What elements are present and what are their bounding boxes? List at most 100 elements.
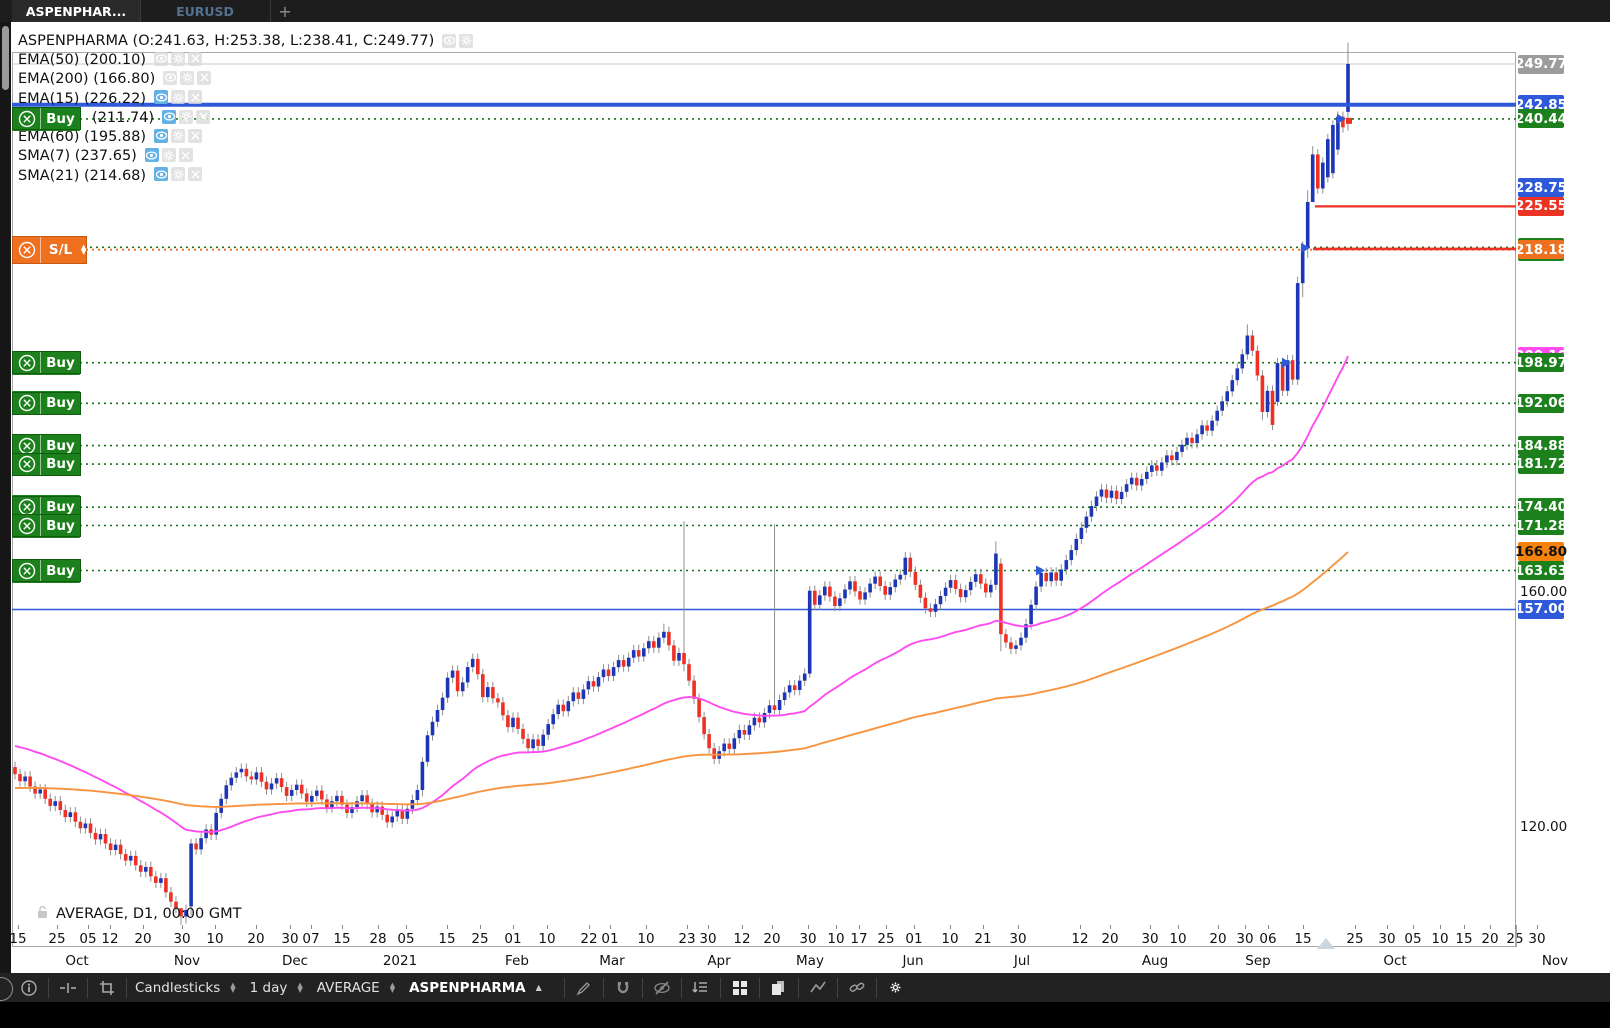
buy-order-button[interactable]: Buy xyxy=(12,495,81,519)
close-icon[interactable] xyxy=(188,167,203,182)
magnet-icon[interactable] xyxy=(612,980,634,996)
price-level-label[interactable]: 225.55 xyxy=(1514,196,1568,216)
buy-order-button[interactable]: Buy xyxy=(12,351,81,375)
dropdown-average[interactable]: AVERAGE ▲ ▼ xyxy=(316,979,396,996)
close-icon[interactable] xyxy=(188,128,203,143)
eye-icon[interactable] xyxy=(163,70,178,85)
price-level-label[interactable]: 240.44 xyxy=(1514,109,1568,129)
month-label: Oct xyxy=(1383,953,1407,969)
gear-icon[interactable] xyxy=(171,167,186,182)
close-icon[interactable] xyxy=(196,109,211,124)
chart-tab-aspenphar[interactable]: ASPENPHAR... xyxy=(12,0,141,22)
buy-order-button[interactable]: Buy xyxy=(12,514,81,538)
price-level-label[interactable]: 184.88 xyxy=(1514,436,1568,456)
info-icon[interactable] xyxy=(18,979,40,996)
buy-order-button[interactable]: Buy xyxy=(12,559,81,582)
price-level-label[interactable]: 166.80 xyxy=(1514,542,1568,562)
close-icon[interactable] xyxy=(188,90,203,105)
close-order-icon[interactable] xyxy=(13,515,41,537)
buy-order-button[interactable]: Buy xyxy=(12,391,81,415)
gear-icon[interactable] xyxy=(885,982,907,993)
dropdown-aspenpharma[interactable]: ASPENPHARMA ▲ xyxy=(409,979,542,996)
dropdown-candlesticks[interactable]: Candlesticks ▲ ▼ xyxy=(135,979,236,996)
ema-line-50[interactable] xyxy=(14,355,1349,833)
gear-icon[interactable] xyxy=(180,70,195,85)
report-icon[interactable] xyxy=(768,980,790,996)
toolbar-separator xyxy=(875,977,877,998)
axis-tick-mark xyxy=(1268,925,1269,929)
eye-icon[interactable] xyxy=(442,33,457,48)
eye-icon[interactable] xyxy=(154,51,169,66)
dropdown-1-day[interactable]: 1 day ▲ ▼ xyxy=(249,979,303,996)
gear-icon[interactable] xyxy=(171,51,186,66)
grid-icon[interactable] xyxy=(729,980,751,996)
close-icon[interactable] xyxy=(178,148,193,163)
eye-icon[interactable] xyxy=(154,90,169,105)
buy-order-button[interactable]: Buy xyxy=(12,452,81,476)
legend-indicator-row: EMA(15) (226.22) xyxy=(18,89,473,108)
eye-icon[interactable] xyxy=(154,167,169,182)
scrollbar-handle[interactable] xyxy=(2,26,9,90)
gear-icon[interactable] xyxy=(179,109,194,124)
date-tick-label: 01 xyxy=(504,931,522,947)
date-tick-label: 05 xyxy=(79,931,97,947)
price-level-label[interactable]: 198.97 xyxy=(1514,353,1568,373)
ema-line-200[interactable] xyxy=(14,551,1349,808)
date-tick-label: 20 xyxy=(134,931,152,947)
close-order-icon[interactable] xyxy=(13,453,41,475)
close-order-icon[interactable] xyxy=(13,108,41,130)
crosshair-icon[interactable] xyxy=(57,980,79,996)
eye-off-icon[interactable] xyxy=(651,980,673,996)
eye-icon[interactable] xyxy=(144,148,159,163)
month-label: Jul xyxy=(1013,953,1031,969)
price-level-label[interactable]: 181.72 xyxy=(1514,454,1568,474)
month-label: Nov xyxy=(173,953,201,969)
chart-plot-area[interactable] xyxy=(12,52,1516,947)
axis-tick-mark xyxy=(406,925,407,929)
gear-icon[interactable] xyxy=(161,148,176,163)
price-level-label[interactable]: 157.00 xyxy=(1514,599,1568,619)
chart-tab-eurusd[interactable]: EURUSD xyxy=(140,0,271,22)
link-icon[interactable] xyxy=(846,980,868,995)
updown-arrows-icon: ▲ ▼ xyxy=(389,980,396,994)
eye-icon[interactable] xyxy=(154,128,169,143)
chart-status-line: AVERAGE, D1, 00:00 GMT xyxy=(36,905,241,923)
stop-loss-button[interactable]: S/L ▲ ▼ xyxy=(12,235,88,264)
month-label: May xyxy=(796,953,824,969)
new-tab-button[interactable]: + xyxy=(278,1,292,21)
price-level-label[interactable]: 249.77 xyxy=(1514,54,1568,74)
zigzag-icon[interactable] xyxy=(807,980,829,995)
date-tick-label: 10 xyxy=(1169,931,1187,947)
gear-icon[interactable] xyxy=(171,128,186,143)
buy-order-button[interactable]: Buy xyxy=(12,107,81,131)
price-level-label[interactable]: 174.40 xyxy=(1514,497,1568,517)
price-level-label[interactable]: 163.63 xyxy=(1514,561,1568,580)
gear-icon[interactable] xyxy=(171,90,186,105)
date-tick-label: 25 xyxy=(471,931,489,947)
scroll-to-latest-icon[interactable] xyxy=(1317,938,1335,949)
sort-list-icon[interactable] xyxy=(690,980,712,995)
toolbar-separator xyxy=(719,977,721,998)
close-order-icon[interactable] xyxy=(13,236,41,263)
date-tick-label: 30 xyxy=(1236,931,1254,947)
gear-icon[interactable] xyxy=(459,33,474,48)
close-order-icon[interactable] xyxy=(13,392,41,414)
price-level-label[interactable]: 228.75 xyxy=(1514,178,1568,198)
close-order-icon[interactable] xyxy=(13,560,41,581)
legend-indicator-row: SMA(21) (214.68) xyxy=(18,166,473,185)
axis-tick-mark xyxy=(447,925,448,929)
price-level-label[interactable]: 218.18 xyxy=(1514,240,1568,260)
price-level-label[interactable]: 192.06 xyxy=(1514,393,1568,413)
buy-order-button[interactable]: Buy xyxy=(12,434,81,458)
pencil-icon[interactable] xyxy=(573,980,595,996)
price-level-label[interactable]: 171.28 xyxy=(1514,516,1568,536)
adjust-stop-arrows-icon[interactable]: ▲ ▼ xyxy=(81,242,87,256)
left-scrollbar[interactable] xyxy=(0,22,11,973)
close-order-icon[interactable] xyxy=(13,352,41,374)
stop-marker-icon xyxy=(1346,117,1352,124)
close-icon[interactable] xyxy=(197,70,212,85)
eye-icon[interactable] xyxy=(162,109,177,124)
close-icon[interactable] xyxy=(188,51,203,66)
candlestick-chart[interactable] xyxy=(12,30,1516,925)
crop-icon[interactable] xyxy=(96,980,118,996)
